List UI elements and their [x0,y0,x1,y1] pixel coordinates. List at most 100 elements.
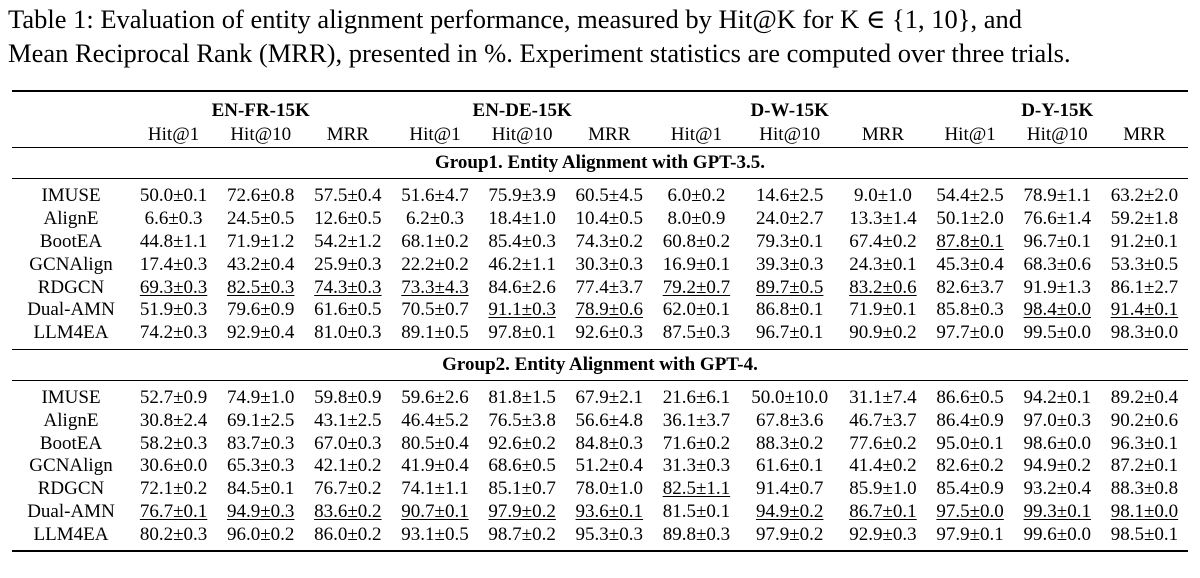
metric-cell: 52.7±0.9 [130,380,217,409]
metric-cell: 84.5±0.1 [217,478,304,501]
metric-cell: 97.7±0.0 [927,322,1014,349]
method-name: IMUSE [41,386,101,408]
metric-cell: 80.2±0.3 [130,523,217,551]
metric-value: 85.8±0.3 [936,299,1004,321]
metric-value: 6.6±0.3 [144,208,203,230]
metric-value: 43.1±2.5 [314,409,382,431]
metric-cell: 68.3±0.6 [1014,253,1101,276]
metric-cell: 73.3±4.3 [391,276,478,299]
caption-line-1: Table 1: Evaluation of entity alignment … [8,4,1022,34]
metric-value: 68.6±0.5 [488,455,556,477]
metric-value: 91.9±1.3 [1023,276,1091,298]
metric-value: 65.3±0.3 [226,455,295,477]
metric-cell: 89.1±0.5 [391,322,478,349]
table-row: RDGCN 72.1±0.2 84.5±0.1 76.7±0.2 74.1±1.1 85.… [12,478,1188,501]
table-row: IMUSE 52.7±0.9 74.9±1.0 59.8±0.9 59.6±2.6 81.… [12,380,1188,409]
metric-value: 85.1±0.7 [488,478,556,500]
metric-cell: 87.5±0.3 [653,322,740,349]
metric-cell: 96.7±0.1 [1014,231,1101,254]
metric-cell: 8.0±0.9 [653,208,740,231]
method-name: LLM4EA [33,523,109,545]
metric-value: 86.6±0.5 [936,386,1004,408]
metric-cell: 43.2±0.4 [217,253,304,276]
metric-value: 76.7±0.2 [314,478,382,500]
method-name: BootEA [39,230,103,252]
metric-value: 92.6±0.2 [488,432,556,454]
metric-cell: 98.6±0.0 [1014,432,1101,455]
metric-cell: 78.0±1.0 [566,478,653,501]
metric-cell: 97.9±0.1 [927,523,1014,551]
metric-value: 59.2±1.8 [1110,208,1179,230]
metric-value: 88.3±0.2 [755,432,824,454]
metric-cell: 76.6±1.4 [1014,208,1101,231]
metric-cell: 30.8±2.4 [130,409,217,432]
metric-cell: 41.4±0.2 [839,455,926,478]
metric-value: 80.5±0.4 [401,432,469,454]
metric-value: 93.6±0.1 [575,500,643,522]
metric-value: 98.5±0.1 [1110,523,1179,545]
metric-value: 98.1±0.0 [1110,500,1179,522]
metric-cell: 69.1±2.5 [217,409,304,432]
metric-value: 46.2±1.1 [488,253,556,275]
metric-value: 98.6±0.0 [1023,432,1091,454]
metric-cell: 54.4±2.5 [927,179,1014,208]
metric-value: 71.6±0.2 [662,432,731,454]
metric-cell: 79.6±0.9 [217,299,304,322]
metric-value: 68.1±0.2 [401,230,469,252]
metric-cell: 74.3±0.3 [304,276,391,299]
metric-cell: 43.1±2.5 [304,409,391,432]
metric-cell: 74.3±0.2 [566,231,653,254]
metric-value: 56.6±4.8 [575,409,643,431]
dataset-header: D-W-15K [750,100,829,121]
metric-value: 97.5±0.0 [936,500,1004,522]
metric-value: 46.7±3.7 [849,409,917,431]
metric-value: 83.6±0.2 [314,500,382,522]
metric-cell: 59.8±0.9 [304,380,391,409]
metric-cell: 85.1±0.7 [479,478,566,501]
metric-cell: 79.3±0.1 [740,231,839,254]
metric-value: 24.5±0.5 [226,208,295,230]
metric-value: 84.8±0.3 [575,432,643,454]
metric-cell: 94.9±0.3 [217,501,304,524]
metric-cell: 89.7±0.5 [740,276,839,299]
metric-cell: 71.9±0.1 [839,299,926,322]
metric-value: 9.0±1.0 [853,185,912,207]
metric-value: 97.7±0.0 [936,322,1004,344]
metric-value: 92.9±0.4 [226,322,295,344]
metric-cell: 90.2±0.6 [1101,409,1188,432]
metric-cell: 71.6±0.2 [653,432,740,455]
metric-value: 99.3±0.1 [1023,500,1091,522]
metric-value: 83.2±0.6 [849,276,917,298]
metric-value: 67.9±2.1 [575,386,643,408]
metric-value: 72.6±0.8 [226,185,295,207]
metric-cell: 98.7±0.2 [479,523,566,551]
metric-value: 87.5±0.3 [662,322,731,344]
metric-value: 42.1±0.2 [314,455,382,477]
metric-cell: 59.6±2.6 [391,380,478,409]
metric-value: 30.6±0.0 [139,455,208,477]
metric-cell: 90.7±0.1 [391,501,478,524]
metric-cell: 74.1±1.1 [391,478,478,501]
metric-cell: 63.2±2.0 [1101,179,1188,208]
metric-value: 12.6±0.5 [314,208,382,230]
metric-header: Hit@10 [1026,124,1088,145]
metric-value: 90.2±0.6 [1110,409,1179,431]
metric-header: Hit@10 [759,124,821,145]
metric-value: 94.9±0.3 [226,500,295,522]
metric-cell: 83.6±0.2 [304,501,391,524]
metric-value: 25.9±0.3 [314,253,382,275]
metric-cell: 84.6±2.6 [479,276,566,299]
metric-cell: 59.2±1.8 [1101,208,1188,231]
metric-value: 71.9±1.2 [226,230,295,252]
method-name: AlignE [43,409,99,431]
metric-value: 50.1±2.0 [936,208,1004,230]
metric-value: 98.4±0.0 [1023,299,1091,321]
metric-cell: 83.2±0.6 [839,276,926,299]
metric-cell: 24.0±2.7 [740,208,839,231]
metric-value: 96.3±0.1 [1110,432,1179,454]
metric-value: 95.0±0.1 [936,432,1004,454]
metric-value: 78.9±1.1 [1023,185,1091,207]
metric-cell: 91.1±0.3 [479,299,566,322]
table-body: Group1. Entity Alignment with GPT-3.5. IM… [12,147,1188,554]
metric-value: 78.0±1.0 [575,478,643,500]
